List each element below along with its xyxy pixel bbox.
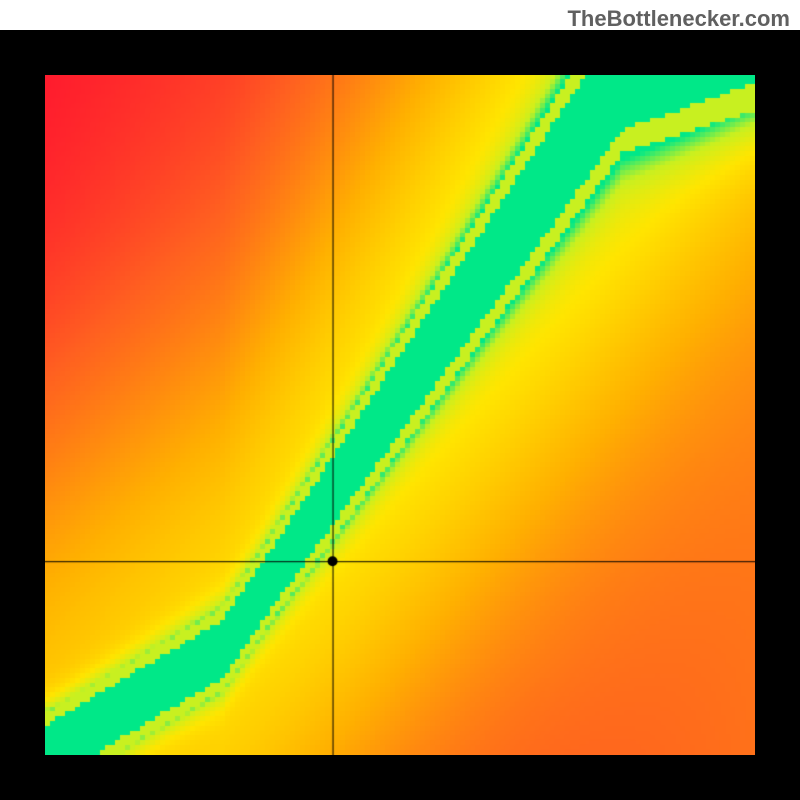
watermark-text: TheBottlenecker.com [567, 6, 790, 32]
bottleneck-heatmap [45, 75, 755, 755]
chart-outer-frame [0, 30, 800, 800]
